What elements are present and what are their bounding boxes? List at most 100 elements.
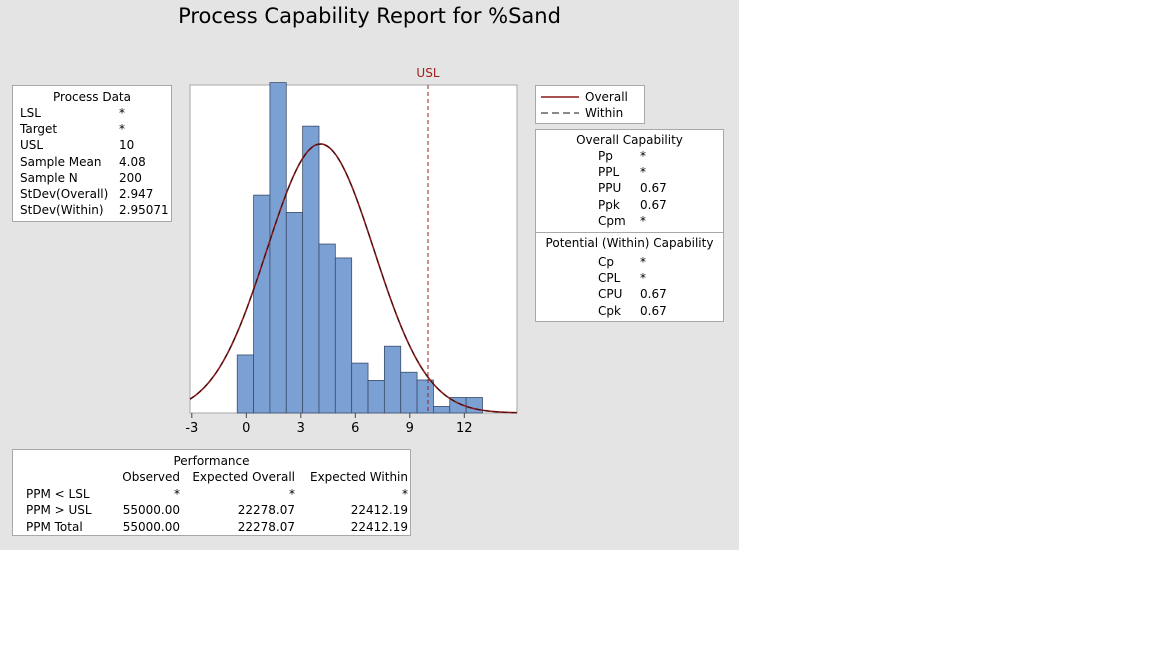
overall-capability-heading: Overall Capability [576,133,683,147]
row-label: PPM < LSL [26,486,90,501]
report-title: Process Capability Report for %Sand [178,4,561,28]
x-axis-ticks: -3 0 3 6 9 12 [185,413,473,436]
capability-value: 0.67 [640,197,667,212]
histogram-bar [253,194,271,414]
histogram-bar [302,125,320,414]
process-row-stdev-overall: StDev(Overall) 2.947 [20,186,171,202]
within-capability-heading: Potential (Within) Capability [545,236,714,251]
x-tick-label: 3 [297,421,305,436]
performance-heading: Performance [173,454,250,468]
capability-row-cpm: Cpm * [598,213,723,229]
process-label: LSL [20,106,41,120]
dashed-line-icon [541,112,579,114]
capability-label: Cp [598,255,614,270]
column-header-expected-within: Expected Within [310,470,408,484]
cell-expected-within: * [402,486,408,501]
capability-report: Process Capability Report for %Sand Proc… [0,0,739,550]
row-label: PPM > USL [26,503,92,517]
capability-histogram: USL -3 0 3 6 9 12 [185,66,518,436]
histogram-bar [269,82,287,414]
process-value: 4.08 [119,154,146,169]
within-capability-list: Cp * CPL * CPU 0.67 Cpk 0.67 [536,254,723,319]
process-data-heading: Process Data [53,90,131,104]
cell-observed: 55000.00 [122,503,180,517]
histogram-bar [465,397,483,414]
performance-row-ppm-total: PPM Total 55000.00 22278.07 22412.19 [26,519,408,536]
capability-value: * [640,271,646,286]
performance-row-ppm-lsl: PPM < LSL * * * [26,486,408,503]
capability-label: PPU [598,181,622,196]
capability-label: Cpk [598,303,621,318]
cell-expected-overall: 22278.07 [237,503,295,517]
capability-panel: Overall Capability Pp * PPL * PPU 0.67 Ppk 0… [535,129,724,322]
capability-value: 0.67 [640,287,667,302]
histogram-bar [400,371,418,414]
capability-row-cpu: CPU 0.67 [598,286,723,302]
capability-row-cp: Cp * [598,254,723,270]
histogram-bar [433,406,451,414]
histogram-bar [351,362,369,414]
legend-label-overall: Overall [585,90,628,104]
process-value: * [119,106,125,120]
process-value: * [119,122,125,137]
histogram-bar [285,212,304,414]
performance-table: Observed Expected Overall Expected Withi… [26,469,408,535]
x-tick-label: 6 [351,421,359,436]
capability-label: Cpm [598,213,626,228]
legend-label-within: Within [585,106,624,120]
histogram-bar [318,243,336,414]
cell-observed: * [174,486,180,501]
histogram-bar [383,345,402,414]
histogram-bar [416,379,434,414]
x-tick-label: 0 [242,421,250,436]
legend-item-within: Within [541,105,644,121]
cell-expected-within: 22412.19 [350,503,408,517]
performance-corner [26,469,106,486]
capability-row-pp: Pp * [598,148,723,164]
capability-row-cpl: CPL * [598,270,723,286]
capability-row-cpk: Cpk 0.67 [598,303,723,319]
performance-panel: Performance Observed Expected Overall Ex… [12,449,411,536]
process-row-stdev-within: StDev(Within) 2.95071 [20,202,171,218]
process-value: 10 [119,138,135,153]
legend-item-overall: Overall [541,89,644,105]
x-tick-label: 12 [456,421,473,436]
usl-label: USL [416,66,439,80]
process-row-target: Target * [20,121,171,137]
process-value: 2.947 [119,187,154,202]
process-data-panel: Process Data LSL * Target * USL 10 Sample M… [12,85,172,222]
solid-line-icon [541,96,579,98]
process-label: StDev(Within) [20,203,104,218]
process-label: USL [20,138,44,153]
x-tick-label: 9 [406,421,414,436]
cell-expected-within: 22412.19 [350,519,408,534]
within-curve [189,143,518,414]
capability-label: CPL [598,271,621,286]
cell-expected-overall: 22278.07 [237,519,295,534]
histogram-bar [236,354,254,414]
performance-row-ppm-usl: PPM > USL 55000.00 22278.07 22412.19 [26,502,408,519]
process-label: Sample Mean [20,154,102,169]
capability-value: * [640,255,646,270]
x-tick-label: -3 [185,421,198,436]
capability-value: 0.67 [640,181,667,196]
column-header-observed: Observed [122,470,180,484]
process-row-lsl: LSL * [20,105,171,121]
capability-row-ppk: Ppk 0.67 [598,197,723,213]
process-value: 2.95071 [119,203,169,218]
histogram-bar [334,257,353,414]
histogram-bar [367,379,385,414]
capability-row-ppl: PPL * [598,164,723,180]
capability-label: Ppk [598,197,620,212]
capability-label: PPL [598,165,620,180]
histogram-bars [236,82,483,414]
cell-observed: 55000.00 [122,519,180,534]
process-label: StDev(Overall) [20,187,109,202]
capability-value: * [640,165,646,180]
cell-expected-overall: * [289,486,295,501]
capability-value: * [640,149,646,163]
capability-value: * [640,213,646,228]
capability-row-ppu: PPU 0.67 [598,180,723,196]
performance-header-row: Observed Expected Overall Expected Withi… [26,469,408,486]
capability-value: 0.67 [640,303,667,318]
